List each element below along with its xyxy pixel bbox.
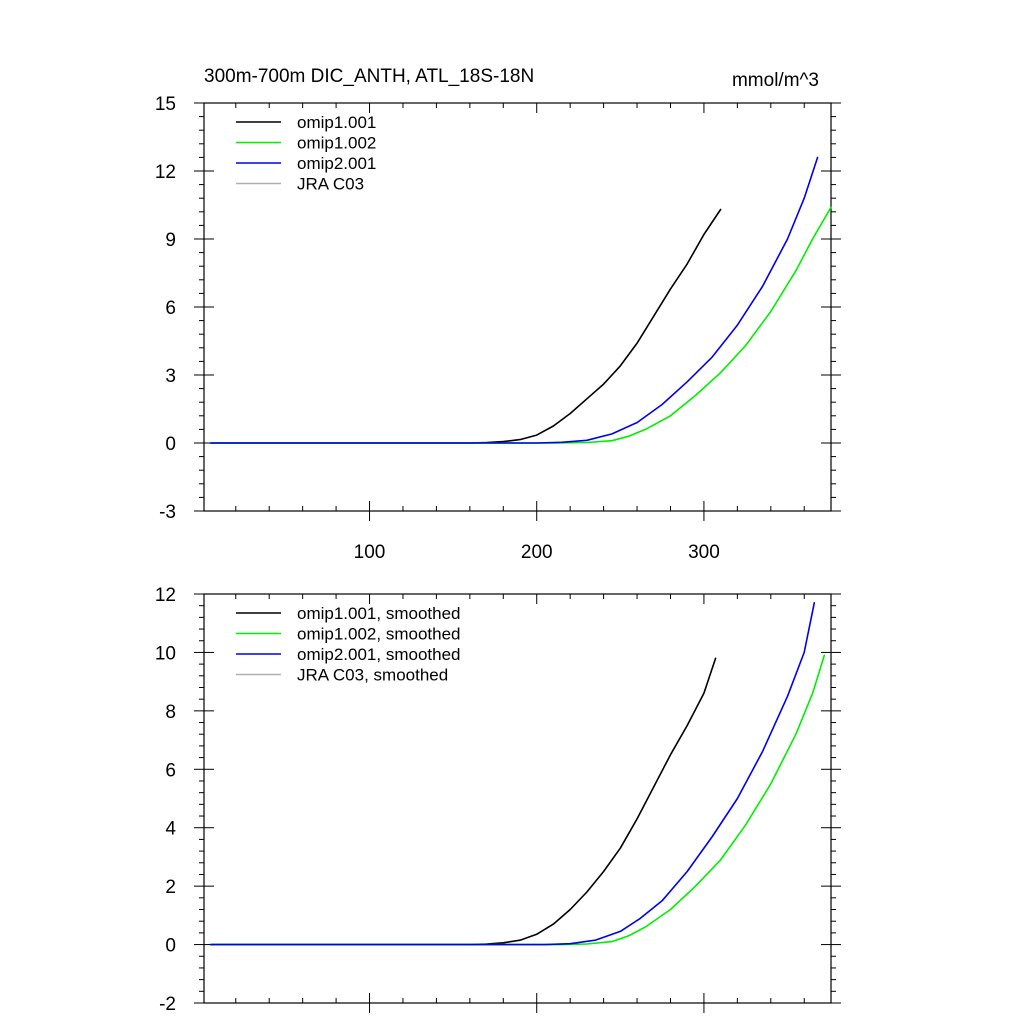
chart-title: 300m-700m DIC_ANTH, ATL_18S-18N [204, 66, 534, 87]
y-tick-label: 3 [165, 366, 176, 387]
legend-label: omip2.001 [297, 154, 376, 173]
x-tick-label: 100 [354, 542, 386, 563]
y-tick-label: 0 [165, 434, 176, 455]
x-tick-label: 300 [688, 542, 720, 563]
legend-label: JRA C03, smoothed [297, 666, 448, 685]
series-line-omip1-001 [209, 208, 722, 444]
y-tick-label: 9 [165, 230, 176, 251]
plot-frame [203, 593, 832, 1004]
series-line-omip2-001-smoothed [209, 602, 816, 946]
y-tick-label: 6 [165, 298, 176, 319]
legend-label: omip1.001, smoothed [297, 604, 461, 623]
y-tick-label: 10 [155, 643, 176, 664]
y-tick-label: 6 [165, 760, 176, 781]
y-tick-label: -2 [159, 994, 176, 1015]
y-tick-label: 15 [155, 94, 176, 115]
legend-label: JRA C03 [297, 175, 364, 194]
y-tick-label: 2 [165, 877, 176, 898]
x-tick-label: 200 [521, 542, 553, 563]
top-panel: 100 200 300 -3 0 3 6 9 12 15 omip1.001 omip1.002omi… [155, 94, 841, 563]
y-tick-label: 0 [165, 936, 176, 957]
legend-label: omip1.002, smoothed [297, 625, 461, 644]
y-tick-label: 12 [155, 585, 176, 606]
y-tick-label: 12 [155, 162, 176, 183]
units-label: mmol/m^3 [732, 70, 819, 91]
bottom-panel: -2 0 2 4 6 8 10 12 omip1.001, smoothed omip1.002,… [155, 585, 841, 1015]
legend-label: omip1.001 [297, 113, 376, 132]
legend-label: omip1.002 [297, 134, 376, 153]
legend-label: omip2.001, smoothed [297, 645, 461, 664]
series-line-omip2-001 [209, 156, 819, 444]
y-tick-label: 4 [165, 819, 176, 840]
y-tick-label: 8 [165, 702, 176, 723]
series-line-omip1-001-smoothed [209, 657, 717, 946]
y-tick-label: -3 [159, 502, 176, 523]
series-line-omip1-002 [209, 206, 832, 444]
series-line-omip1-002-smoothed [209, 654, 826, 946]
